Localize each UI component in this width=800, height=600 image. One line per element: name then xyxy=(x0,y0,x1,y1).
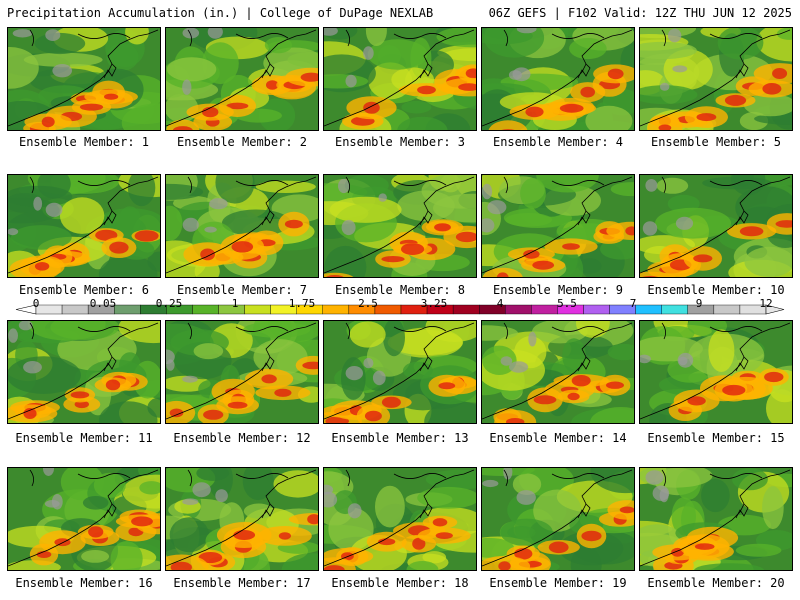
colorbar-swatch xyxy=(114,304,141,315)
colorbar-swatch xyxy=(322,304,350,315)
ensemble-member-map xyxy=(481,320,635,424)
ensemble-member-label: Ensemble Member: 3 xyxy=(334,135,466,149)
ensemble-member-map xyxy=(7,467,161,571)
ensemble-member-map xyxy=(639,27,793,131)
ensemble-member-label: Ensemble Member: 16 xyxy=(15,576,153,590)
ensemble-member-map xyxy=(165,174,319,278)
ensemble-member-map xyxy=(7,174,161,278)
colorbar-swatch xyxy=(505,304,532,315)
colorbar-tick-label: 2.5 xyxy=(358,297,378,310)
ensemble-member-map xyxy=(7,27,161,131)
ensemble-member-label: Ensemble Member: 6 xyxy=(18,283,150,297)
colorbar-tick-label: 1 xyxy=(231,297,239,310)
colorbar-tick-label: 0.05 xyxy=(89,297,117,310)
ensemble-member-map xyxy=(639,467,793,571)
colorbar-tick-label: 4 xyxy=(496,297,504,310)
ensemble-member-label: Ensemble Member: 1 xyxy=(18,135,150,149)
ensemble-member-label: Ensemble Member: 18 xyxy=(331,576,469,590)
ensemble-member-map xyxy=(7,320,161,424)
ensemble-member-map xyxy=(639,174,793,278)
colorbar xyxy=(15,304,785,315)
ensemble-member-label: Ensemble Member: 19 xyxy=(489,576,627,590)
colorbar-swatch xyxy=(452,304,480,315)
ensemble-member-map xyxy=(481,27,635,131)
chart-title: Precipitation Accumulation (in.) | Colle… xyxy=(7,6,434,20)
ensemble-member-map xyxy=(639,320,793,424)
run-info: 06Z GEFS | F102 Valid: 12Z THU JUN 12 20… xyxy=(488,6,792,20)
ensemble-member-label: Ensemble Member: 4 xyxy=(492,135,624,149)
colorbar-tick-label: 5.5 xyxy=(557,297,577,310)
colorbar-tick-label: 1.75 xyxy=(288,297,316,310)
colorbar-high-arrow xyxy=(765,304,785,315)
ensemble-member-label: Ensemble Member: 8 xyxy=(334,283,466,297)
colorbar-tick-label: 7 xyxy=(629,297,637,310)
colorbar-swatch xyxy=(713,304,741,315)
ensemble-member-label: Ensemble Member: 2 xyxy=(176,135,308,149)
ensemble-member-map xyxy=(165,467,319,571)
colorbar-tick-label: 0 xyxy=(32,297,40,310)
ensemble-member-map xyxy=(323,27,477,131)
ensemble-member-label: Ensemble Member: 7 xyxy=(176,283,308,297)
colorbar-swatch xyxy=(244,304,271,315)
ensemble-member-label: Ensemble Member: 12 xyxy=(173,431,311,445)
ensemble-member-label: Ensemble Member: 10 xyxy=(647,283,785,297)
colorbar-swatch xyxy=(192,304,219,315)
colorbar-swatch xyxy=(374,304,402,315)
colorbar-tick-label: 0.25 xyxy=(155,297,183,310)
ensemble-member-map xyxy=(323,174,477,278)
ensemble-member-label: Ensemble Member: 13 xyxy=(331,431,469,445)
colorbar-tick-label: 3.25 xyxy=(420,297,448,310)
ensemble-member-label: Ensemble Member: 14 xyxy=(489,431,627,445)
ensemble-member-map xyxy=(481,467,635,571)
ensemble-member-label: Ensemble Member: 20 xyxy=(647,576,785,590)
colorbar-swatch xyxy=(35,304,63,315)
colorbar-swatch xyxy=(661,304,688,315)
ensemble-member-label: Ensemble Member: 5 xyxy=(650,135,782,149)
colorbar-swatch xyxy=(583,304,610,315)
ensemble-member-map xyxy=(165,320,319,424)
colorbar-swatch xyxy=(635,304,662,315)
ensemble-member-map xyxy=(323,467,477,571)
ensemble-member-map xyxy=(481,174,635,278)
colorbar-swatch xyxy=(61,304,89,315)
ensemble-member-label: Ensemble Member: 17 xyxy=(173,576,311,590)
colorbar-tick-label: 9 xyxy=(695,297,703,310)
colorbar-tick-label: 12 xyxy=(759,297,773,310)
colorbar-swatch xyxy=(531,304,558,315)
ensemble-member-label: Ensemble Member: 11 xyxy=(15,431,153,445)
ensemble-member-map xyxy=(323,320,477,424)
ensemble-member-map xyxy=(165,27,319,131)
ensemble-member-label: Ensemble Member: 15 xyxy=(647,431,785,445)
ensemble-member-label: Ensemble Member: 9 xyxy=(492,283,624,297)
